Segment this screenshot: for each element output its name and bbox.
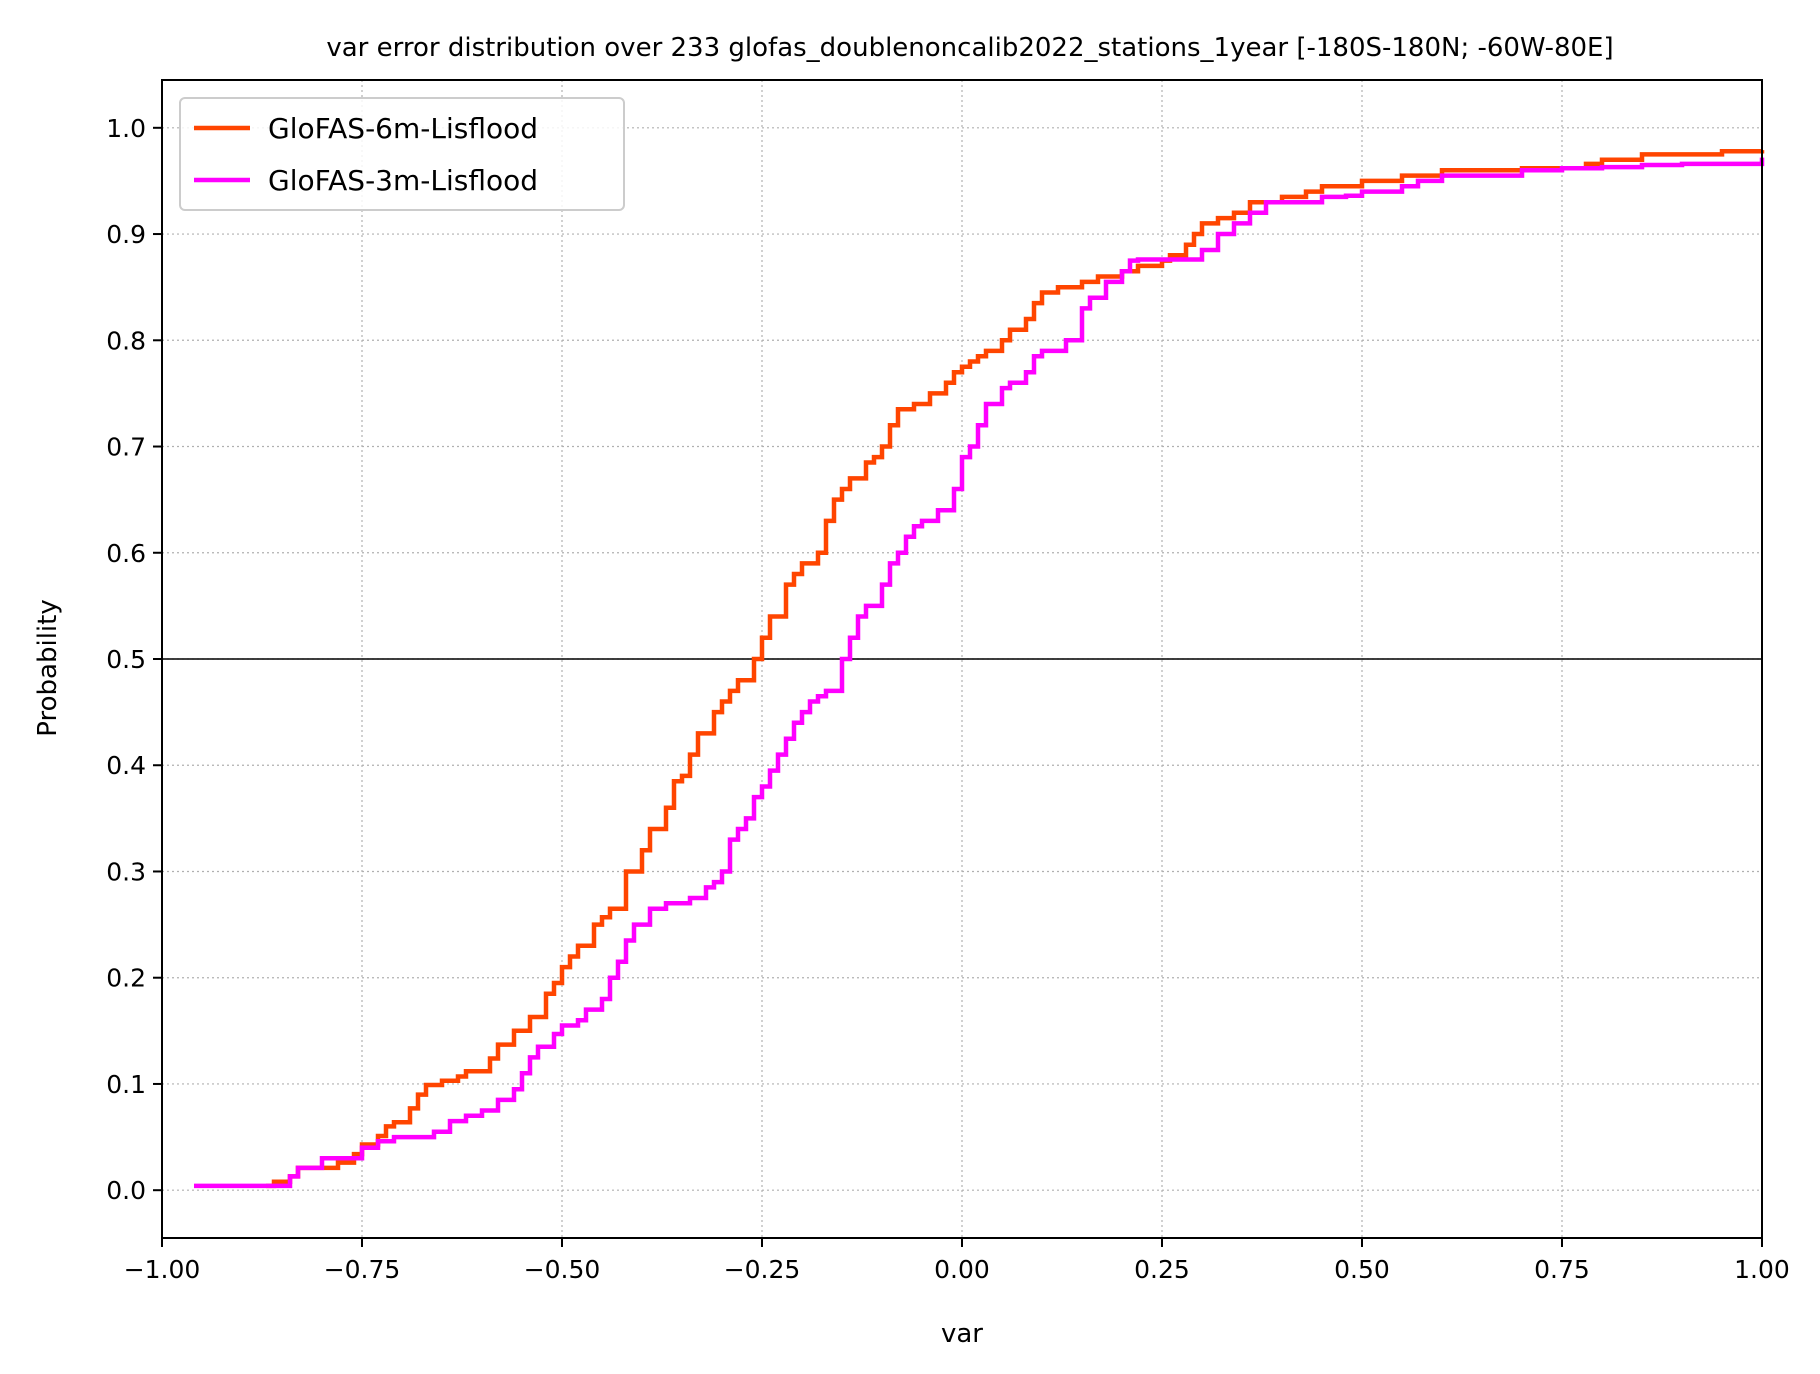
legend-label: GloFAS-3m-Lisflood [268, 164, 538, 197]
x-tick-label: −0.25 [724, 1255, 801, 1284]
x-ticks: −1.00 −0.75 −0.50 −0.25 0.00 0.25 0.50 0.75 1.00 [124, 1238, 1790, 1284]
y-tick-label: 0.9 [106, 220, 146, 249]
x-tick-label: 0.75 [1534, 1255, 1590, 1284]
x-tick-label: 0.00 [934, 1255, 990, 1284]
y-tick-label: 0.7 [106, 433, 146, 462]
series-line-2 [194, 157, 1765, 1189]
y-tick-label: 0.3 [106, 857, 146, 886]
legend-label: GloFAS-6m-Lisflood [268, 112, 538, 145]
x-tick-label: 0.25 [1134, 1255, 1190, 1284]
x-tick-label: −0.50 [524, 1255, 601, 1284]
x-tick-label: 1.00 [1734, 1255, 1790, 1284]
y-tick-label: 0.8 [106, 326, 146, 355]
legend-box [179, 97, 625, 211]
y-tick-label: 0.5 [106, 645, 146, 674]
chart-title: var error distribution over 233 glofas_d… [326, 33, 1613, 63]
x-tick-label: −0.75 [324, 1255, 401, 1284]
y-tick-label: 0.0 [106, 1176, 146, 1205]
y-tick-label: 0.1 [106, 1070, 146, 1099]
y-ticks: 0.0 0.1 0.2 0.3 0.4 0.5 0.6 0.7 0.8 0.9 1.0 [106, 114, 162, 1205]
y-tick-label: 0.4 [106, 751, 146, 780]
x-tick-label: −1.00 [124, 1255, 201, 1284]
y-tick-label: 1.0 [106, 114, 146, 143]
y-tick-label: 0.6 [106, 539, 146, 568]
series-layer [194, 148, 1765, 1189]
x-tick-label: 0.50 [1334, 1255, 1390, 1284]
y-tick-label: 0.2 [106, 964, 146, 993]
y-axis-label: Probability [33, 599, 63, 736]
series-line-1 [266, 148, 1765, 1189]
x-axis-label: var [941, 1319, 983, 1349]
legend: GloFAS-6m-Lisflood GloFAS-3m-Lisflood [179, 97, 625, 211]
